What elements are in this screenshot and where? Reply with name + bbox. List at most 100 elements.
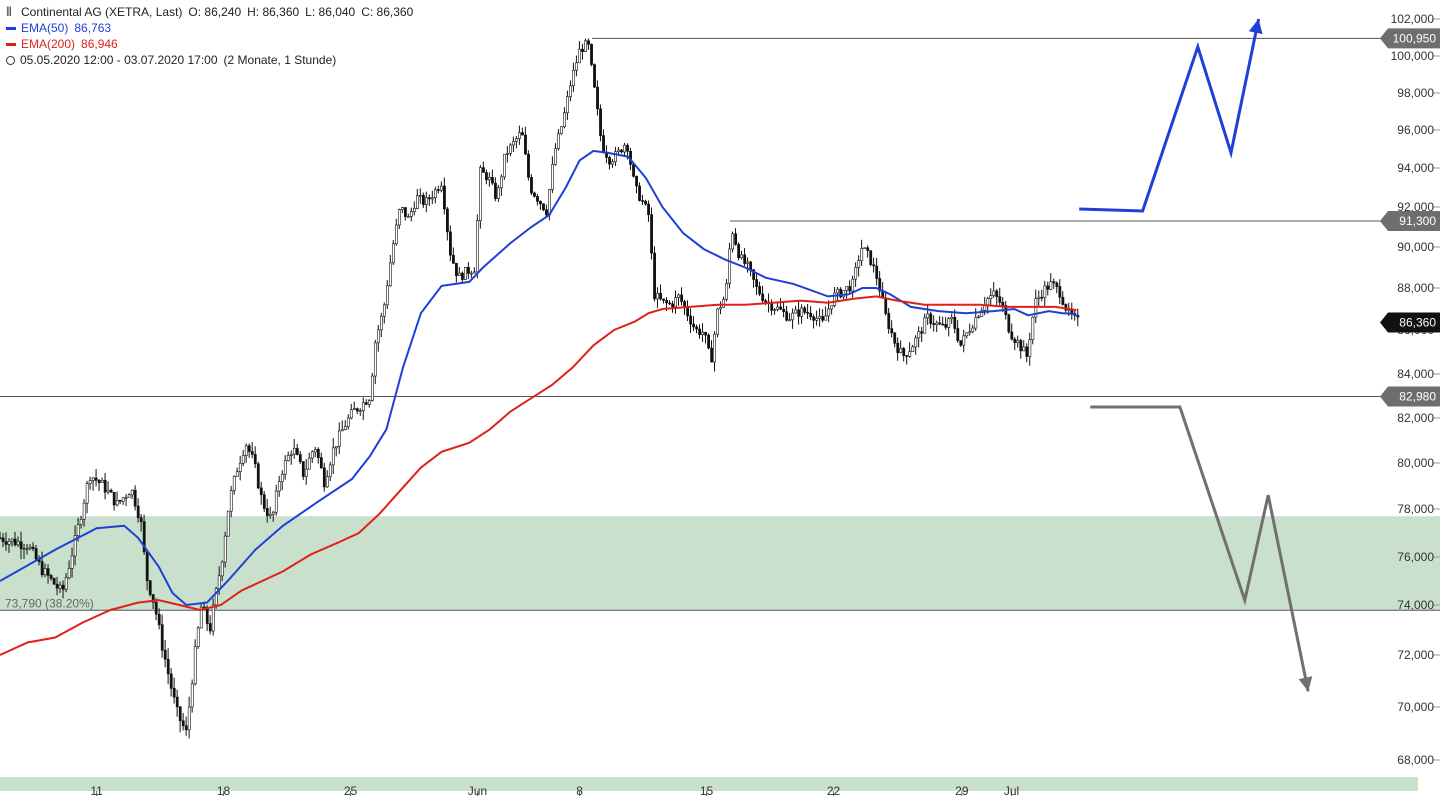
candle-body (521, 132, 524, 136)
candle-body (536, 196, 539, 202)
y-tick-label: 98,000 (1397, 86, 1434, 100)
level-label: 73,790 (38.20%) (5, 596, 94, 610)
candle-body (503, 153, 506, 178)
x-tick-label: 22 (827, 784, 841, 798)
candle-body (761, 293, 765, 301)
date-range: 05.05.2020 12:00 - 03.07.2020 17:00 (20, 53, 218, 67)
candle-body (151, 594, 155, 603)
candle-body (1058, 286, 1062, 298)
scenario-down-arrow (1090, 405, 1310, 692)
candle-body (307, 457, 311, 470)
candle-body (187, 706, 191, 731)
candle-body (794, 309, 798, 314)
candle-body (971, 327, 975, 333)
candle-body (229, 490, 233, 512)
candle-body (827, 308, 831, 317)
candle-body (223, 535, 227, 563)
candle-body (644, 200, 647, 205)
legend-range: 05.05.2020 12:00 - 03.07.2020 17:00 (2 M… (6, 52, 413, 68)
candle-body (358, 410, 362, 413)
candle-body (743, 254, 747, 264)
candle-body (833, 292, 837, 306)
candle-body (692, 323, 696, 328)
candle-body (382, 304, 386, 317)
candle-body (115, 500, 119, 506)
candle-body (452, 254, 455, 264)
candle-body (184, 725, 188, 731)
candle-body (289, 453, 293, 456)
candle-body (818, 316, 822, 319)
candle-body (412, 208, 416, 212)
candle-body (277, 481, 281, 492)
candle-body (920, 331, 924, 334)
candlestick-icon: ||| (6, 6, 12, 17)
x-tick-label: Jul (1004, 784, 1019, 798)
candle-body (719, 307, 723, 310)
candle-body (1061, 296, 1065, 305)
candle-body (385, 285, 389, 306)
y-tick-label: 68,000 (1397, 753, 1434, 767)
legend-ema50: EMA(50) 86,763 (6, 20, 413, 36)
candle-body (779, 306, 783, 310)
x-tick-label: 11 (90, 784, 103, 798)
candle-body (443, 185, 446, 210)
candle-body (431, 197, 434, 200)
candle-body (262, 494, 266, 509)
candle-body (557, 133, 560, 149)
candle-body (163, 649, 167, 660)
candle-body (388, 262, 392, 287)
candle-body (1055, 282, 1059, 287)
candle-body (73, 535, 77, 557)
y-tick-label: 96,000 (1397, 123, 1434, 137)
ema-line-ema50 (0, 149, 1077, 607)
candle-body (1037, 296, 1041, 299)
candle-body (0, 537, 2, 540)
candle-body (989, 295, 993, 299)
candle-body (587, 40, 590, 45)
level-price-tag: 100,950 (1380, 28, 1440, 49)
candle-body (112, 492, 116, 506)
candle-body (653, 252, 656, 300)
y-tick-label: 102,000 (1391, 12, 1435, 26)
candle-body (515, 138, 518, 142)
candle-body (956, 328, 960, 341)
candle-body (524, 134, 527, 155)
candle-body (602, 135, 605, 153)
candle-body (455, 262, 458, 276)
candle-body (623, 144, 626, 153)
candle-body (1043, 285, 1047, 298)
candle-body (364, 402, 368, 405)
candle-body (695, 326, 699, 330)
candle-body (34, 548, 38, 560)
candle-body (893, 332, 897, 344)
candle-body (4, 541, 8, 545)
candle-body (545, 209, 548, 216)
ema50-value: 86,763 (74, 21, 112, 35)
candle-body (689, 315, 692, 325)
y-tick-label: 100,000 (1391, 49, 1435, 63)
candle-body (941, 323, 945, 326)
candle-body (1076, 315, 1080, 318)
candle-body (274, 490, 278, 513)
candle-body (340, 429, 344, 432)
ema200-swatch (6, 42, 16, 46)
candle-body (283, 460, 287, 475)
candle-body (617, 149, 620, 152)
candle-body (91, 477, 95, 481)
candle-body (61, 584, 65, 590)
candle-body (1013, 338, 1017, 343)
candle-body (298, 454, 302, 462)
candle-body (530, 176, 533, 194)
candle-body (1022, 346, 1026, 352)
candle-body (809, 312, 813, 318)
candle-body (497, 187, 500, 199)
level-price-tag: 91,300 (1380, 211, 1440, 231)
candle-body (214, 588, 218, 606)
candle-body (539, 200, 542, 205)
candle-body (980, 309, 984, 317)
candle-body (373, 342, 377, 377)
candle-body (680, 294, 683, 302)
candle-body (659, 292, 662, 300)
candle-body (482, 167, 485, 173)
